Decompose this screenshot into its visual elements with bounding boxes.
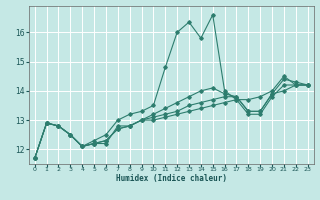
X-axis label: Humidex (Indice chaleur): Humidex (Indice chaleur) — [116, 174, 227, 183]
